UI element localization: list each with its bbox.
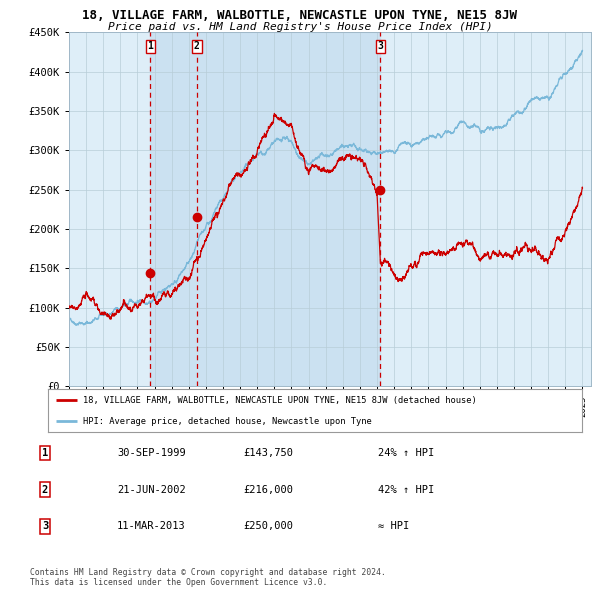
Text: 1: 1 [148,41,153,51]
Text: 21-JUN-2002: 21-JUN-2002 [117,485,186,494]
Text: 18, VILLAGE FARM, WALBOTTLE, NEWCASTLE UPON TYNE, NE15 8JW: 18, VILLAGE FARM, WALBOTTLE, NEWCASTLE U… [83,9,517,22]
Text: 24% ↑ HPI: 24% ↑ HPI [378,448,434,458]
Text: HPI: Average price, detached house, Newcastle upon Tyne: HPI: Average price, detached house, Newc… [83,417,371,426]
Text: 3: 3 [377,41,383,51]
Text: 42% ↑ HPI: 42% ↑ HPI [378,485,434,494]
Text: 1: 1 [42,448,48,458]
Bar [150,32,380,386]
Text: 2: 2 [42,485,48,494]
Text: Price paid vs. HM Land Registry's House Price Index (HPI): Price paid vs. HM Land Registry's House … [107,22,493,32]
Text: 11-MAR-2013: 11-MAR-2013 [117,522,186,531]
Text: ≈ HPI: ≈ HPI [378,522,409,531]
Text: £143,750: £143,750 [243,448,293,458]
Text: 30-SEP-1999: 30-SEP-1999 [117,448,186,458]
Text: £216,000: £216,000 [243,485,293,494]
Text: Contains HM Land Registry data © Crown copyright and database right 2024.
This d: Contains HM Land Registry data © Crown c… [30,568,386,587]
Text: 3: 3 [42,522,48,531]
Text: 18, VILLAGE FARM, WALBOTTLE, NEWCASTLE UPON TYNE, NE15 8JW (detached house): 18, VILLAGE FARM, WALBOTTLE, NEWCASTLE U… [83,395,476,405]
Text: 2: 2 [194,41,200,51]
Text: £250,000: £250,000 [243,522,293,531]
